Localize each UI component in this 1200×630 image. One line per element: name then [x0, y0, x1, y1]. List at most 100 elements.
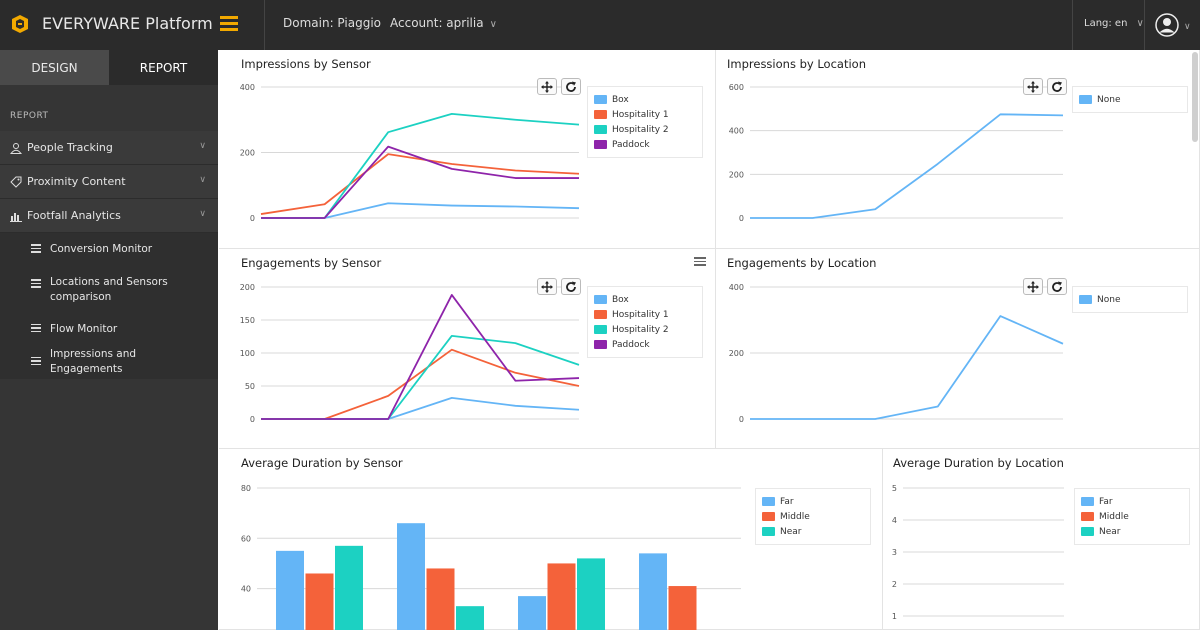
sidebar-item-proximity-content[interactable]: Proximity Content ∨: [0, 165, 218, 199]
sidebar-item-label: Locations and Sensors comparison: [50, 275, 168, 303]
sidebar-item-label: Proximity Content: [27, 175, 126, 188]
bar-middle[interactable]: [668, 586, 697, 630]
tab-label: REPORT: [139, 60, 188, 75]
legend-item[interactable]: Box: [594, 92, 696, 107]
y-tick-label: 100: [240, 349, 255, 358]
move-icon[interactable]: [537, 78, 557, 95]
bar-far[interactable]: [276, 550, 304, 630]
tab-report[interactable]: REPORT: [109, 50, 218, 85]
list-icon: [31, 323, 41, 335]
series-line-hospitality-2[interactable]: [261, 112, 580, 219]
chart-legend: Far Middle Near: [755, 488, 871, 545]
legend-item[interactable]: Near: [762, 524, 864, 539]
bar-middle[interactable]: [547, 563, 576, 630]
bar-middle[interactable]: [426, 568, 455, 630]
legend-swatch: [762, 512, 775, 521]
sidebar-item-locations-sensors[interactable]: Locations and Sensors comparison: [0, 266, 218, 313]
y-tick-label: 5: [892, 484, 897, 493]
panel-title: Impressions by Location: [727, 57, 866, 71]
legend-label: Paddock: [612, 139, 650, 150]
y-tick-label: 80: [241, 484, 251, 493]
y-tick-label: 40: [241, 585, 251, 594]
y-tick-label: 200: [240, 283, 255, 292]
legend-swatch: [594, 340, 607, 349]
legend-item[interactable]: Paddock: [594, 337, 696, 352]
series-line-none[interactable]: [750, 315, 1064, 420]
move-icon[interactable]: [1023, 78, 1043, 95]
panel-menu-icon[interactable]: [694, 257, 706, 268]
user-avatar-icon[interactable]: [1155, 13, 1179, 37]
everyware-logo-icon: [12, 15, 28, 33]
move-icon[interactable]: [1023, 278, 1043, 295]
bar-middle[interactable]: [305, 573, 334, 630]
legend-swatch: [1079, 95, 1092, 104]
account-selector[interactable]: Account: aprilia ∨: [390, 16, 497, 30]
refresh-icon[interactable]: [561, 278, 581, 295]
sidebar-item-people-tracking[interactable]: People Tracking ∨: [0, 131, 218, 165]
y-tick-label: 50: [245, 382, 255, 391]
legend-swatch: [1081, 527, 1094, 536]
sidebar-item-flow-monitor[interactable]: Flow Monitor: [0, 313, 218, 345]
lang-label: Lang: en: [1084, 18, 1128, 29]
y-tick-label: 0: [739, 214, 744, 223]
legend-item[interactable]: None: [1079, 92, 1181, 107]
menu-toggle-icon[interactable]: [220, 16, 238, 32]
legend-item[interactable]: Far: [762, 494, 864, 509]
legend-item[interactable]: Far: [1081, 494, 1183, 509]
legend-item[interactable]: Near: [1081, 524, 1183, 539]
domain-selector[interactable]: Domain: Piaggio: [283, 16, 381, 30]
bar-far[interactable]: [639, 553, 667, 630]
series-line-hospitality-1[interactable]: [260, 153, 580, 215]
y-tick-label: 200: [240, 149, 255, 158]
list-icon: [31, 279, 41, 290]
series-line-paddock[interactable]: [261, 145, 579, 219]
average-duration-by-sensor-panel: Average Duration by Sensor 20406080FarMi…: [219, 449, 883, 630]
legend-label: Middle: [780, 511, 810, 522]
series-line-box[interactable]: [261, 202, 580, 219]
dur_location-chart: 1 2 3 4 5: [892, 484, 1064, 621]
bar-near[interactable]: [335, 545, 363, 630]
legend-item[interactable]: None: [1079, 292, 1181, 307]
legend-item[interactable]: Middle: [762, 509, 864, 524]
chart-legend: None: [1072, 286, 1188, 313]
legend-item[interactable]: Hospitality 1: [594, 307, 696, 322]
legend-item[interactable]: Hospitality 2: [594, 322, 696, 337]
refresh-icon[interactable]: [1047, 278, 1067, 295]
bar-near[interactable]: [577, 558, 605, 630]
sidebar-item-label: Flow Monitor: [50, 322, 118, 335]
y-tick-label: 400: [240, 83, 255, 92]
legend-item[interactable]: Hospitality 2: [594, 122, 696, 137]
chart-legend: Box Hospitality 1 Hospitality 2 Paddock: [587, 286, 703, 358]
panel-title: Average Duration by Sensor: [241, 456, 403, 470]
legend-item[interactable]: Hospitality 1: [594, 107, 696, 122]
y-tick-label: 150: [240, 316, 255, 325]
bar-far[interactable]: [518, 596, 546, 630]
bar-chart-icon: [10, 212, 22, 222]
panel-title: Impressions by Sensor: [241, 57, 371, 71]
legend-item[interactable]: Box: [594, 292, 696, 307]
legend-label: Hospitality 2: [612, 124, 669, 135]
scrollbar[interactable]: [1192, 52, 1198, 142]
app-title: EVERYWARE Platform: [42, 14, 213, 33]
sidebar-item-footfall-analytics[interactable]: Footfall Analytics ∨: [0, 199, 218, 233]
footfall-submenu: Conversion Monitor Locations and Sensors…: [0, 233, 218, 379]
legend-label: Near: [1099, 526, 1121, 537]
series-line-none[interactable]: [750, 113, 1064, 219]
refresh-icon[interactable]: [1047, 78, 1067, 95]
bar-near[interactable]: [456, 606, 484, 630]
language-selector[interactable]: Lang: en ∨: [1084, 18, 1144, 29]
move-icon[interactable]: [537, 278, 557, 295]
legend-label: Box: [612, 294, 629, 305]
chart-legend: None: [1072, 86, 1188, 113]
legend-item[interactable]: Middle: [1081, 509, 1183, 524]
legend-swatch: [594, 310, 607, 319]
series-line-paddock[interactable]: [261, 294, 580, 420]
tab-design[interactable]: DESIGN: [0, 50, 109, 85]
bar-far[interactable]: [397, 523, 425, 630]
sidebar-item-conversion-monitor[interactable]: Conversion Monitor: [0, 233, 218, 266]
sidebar-tabs: DESIGN REPORT: [0, 50, 218, 85]
refresh-icon[interactable]: [561, 78, 581, 95]
legend-item[interactable]: Paddock: [594, 137, 696, 152]
sidebar-item-impressions-engagements[interactable]: Impressions and Engagements: [0, 345, 218, 379]
series-line-box[interactable]: [261, 396, 580, 420]
